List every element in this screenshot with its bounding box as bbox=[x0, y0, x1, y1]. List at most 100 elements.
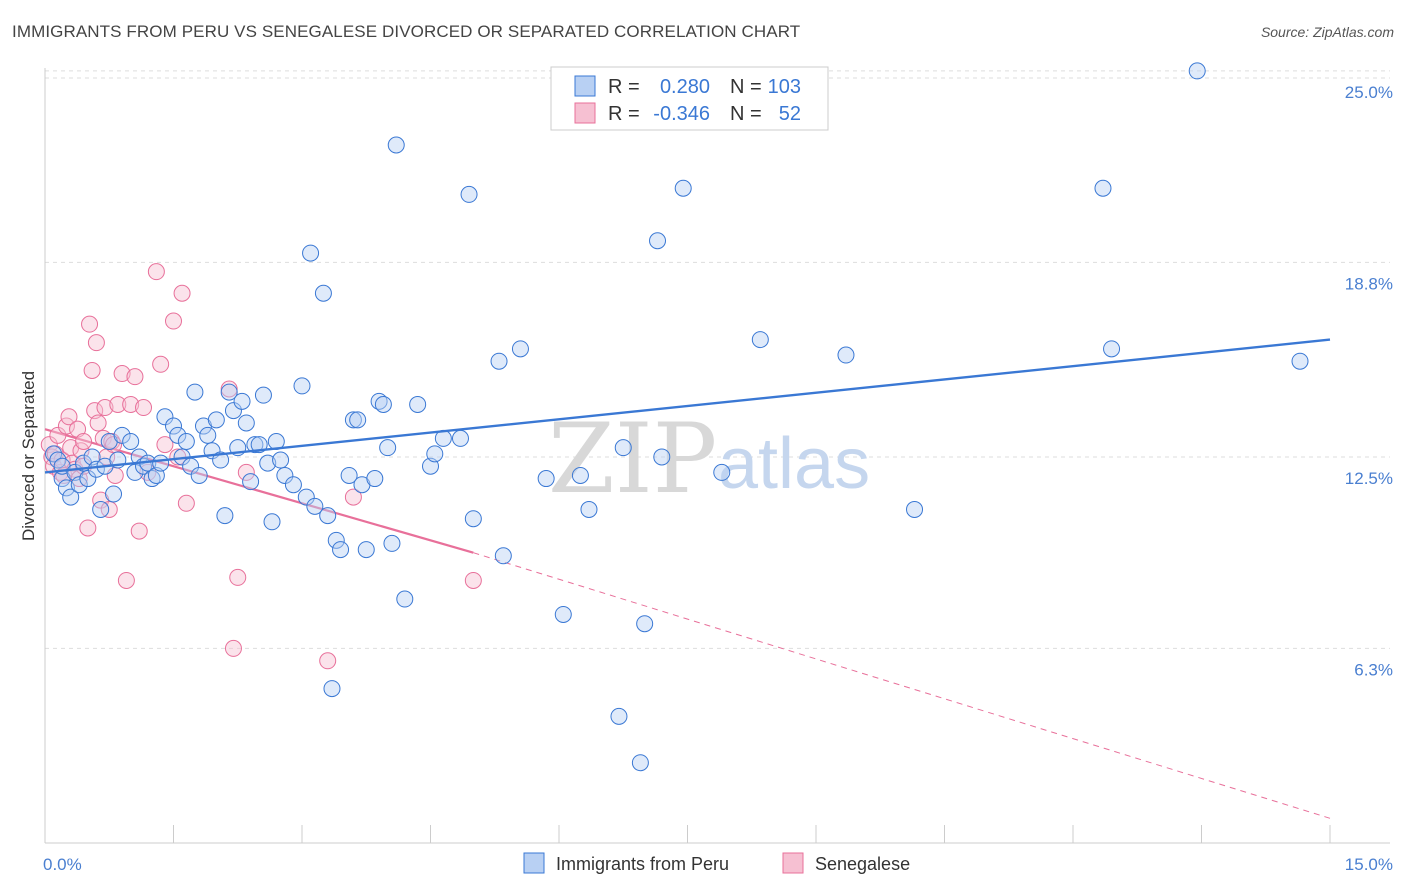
peru-point bbox=[237, 414, 255, 432]
peru-point bbox=[272, 451, 290, 469]
senegalese-point bbox=[229, 568, 247, 586]
senegalese-point bbox=[237, 463, 255, 481]
source-label: Source: ZipAtlas.com bbox=[1260, 24, 1394, 40]
peru-point bbox=[409, 395, 427, 413]
peru-point bbox=[199, 426, 217, 444]
legend-swatch-peru bbox=[574, 75, 596, 97]
peru-point bbox=[57, 479, 75, 497]
peru-point bbox=[426, 445, 444, 463]
peru-point bbox=[490, 352, 508, 370]
senegalese-trend-dashed bbox=[473, 552, 1331, 819]
legend-r-value-peru: 0.280 bbox=[660, 76, 710, 98]
peru-point bbox=[580, 500, 598, 518]
peru-point bbox=[332, 541, 350, 559]
senegalese-point bbox=[83, 361, 101, 379]
legend-r-label-senegalese: R = bbox=[608, 103, 640, 125]
peru-point bbox=[383, 534, 401, 552]
axes: 6.3% 12.5% 18.8% 25.0% 0.0% 15.0% bbox=[43, 68, 1393, 874]
senegalese-trend-line bbox=[44, 428, 1331, 819]
legend-frame bbox=[550, 66, 829, 131]
bottom-legend-label-senegalese: Senegalese bbox=[815, 854, 910, 874]
peru-point bbox=[165, 417, 182, 435]
peru-point bbox=[105, 485, 123, 503]
senegalese-trend-solid bbox=[44, 428, 474, 554]
senegalese-point bbox=[60, 408, 78, 426]
senegalese-point bbox=[177, 494, 195, 512]
peru-point bbox=[314, 284, 332, 302]
peru-point bbox=[302, 244, 320, 262]
peru-point bbox=[62, 488, 80, 506]
grid-lines bbox=[45, 70, 1390, 649]
peru-point bbox=[344, 411, 362, 429]
legend-n-label-senegalese: N = bbox=[730, 103, 762, 125]
watermark-atlas: atlas bbox=[718, 424, 870, 504]
peru-point bbox=[323, 680, 341, 698]
senegalese-point bbox=[100, 500, 118, 518]
peru-point bbox=[1188, 62, 1206, 80]
y-tick-label: 18.8% bbox=[1345, 274, 1393, 293]
peru-point bbox=[906, 500, 924, 518]
peru-point bbox=[366, 470, 384, 488]
legend-swatch-senegalese bbox=[574, 102, 596, 124]
peru-point bbox=[79, 470, 97, 488]
peru-trend-line bbox=[44, 338, 1331, 474]
peru-point bbox=[177, 433, 195, 450]
peru-trend-solid bbox=[44, 338, 1331, 474]
peru-point bbox=[653, 448, 671, 466]
senegalese-point bbox=[319, 652, 337, 670]
peru-point bbox=[152, 454, 170, 472]
senegalese-point bbox=[464, 571, 482, 589]
peru-point bbox=[494, 547, 512, 565]
peru-point bbox=[511, 340, 529, 358]
senegalese-point bbox=[344, 488, 362, 506]
peru-point bbox=[537, 470, 555, 488]
peru-point bbox=[357, 541, 375, 559]
peru-point bbox=[636, 615, 654, 633]
peru-point bbox=[216, 507, 234, 525]
watermark: ZIP atlas bbox=[548, 403, 870, 515]
legend-n-label-peru: N = bbox=[730, 76, 762, 98]
bottom-legend: Immigrants from Peru Senegalese bbox=[523, 852, 910, 874]
peru-point bbox=[319, 507, 337, 525]
peru-point bbox=[113, 426, 131, 444]
legend-r-value-senegalese: -0.346 bbox=[653, 103, 710, 125]
peru-point bbox=[451, 429, 469, 447]
y-axis-title: Divorced or Separated bbox=[19, 371, 38, 541]
peru-point bbox=[259, 454, 277, 472]
peru-point bbox=[212, 451, 230, 469]
x-tick-label: 15.0% bbox=[1345, 855, 1393, 874]
senegalese-point bbox=[156, 436, 174, 454]
senegalese-point bbox=[69, 420, 87, 438]
legend-r-label-peru: R = bbox=[608, 76, 640, 98]
bottom-legend-swatch-senegalese bbox=[782, 852, 804, 874]
peru-point bbox=[242, 473, 260, 491]
peru-point bbox=[674, 179, 692, 197]
peru-point bbox=[649, 232, 667, 250]
peru-point bbox=[1291, 352, 1309, 370]
peru-point bbox=[1103, 340, 1121, 358]
y-tick-label: 25.0% bbox=[1345, 83, 1393, 102]
peru-point bbox=[122, 433, 140, 450]
peru-point bbox=[126, 463, 144, 481]
peru-point bbox=[190, 466, 208, 484]
peru-point bbox=[837, 346, 855, 364]
senegalese-point bbox=[75, 433, 93, 450]
peru-point bbox=[460, 185, 478, 203]
peru-point bbox=[246, 436, 264, 454]
peru-point bbox=[233, 392, 251, 410]
y-tick-label: 12.5% bbox=[1345, 469, 1393, 488]
peru-point bbox=[610, 707, 628, 725]
peru-point bbox=[169, 426, 187, 444]
peru-point bbox=[130, 448, 148, 466]
peru-point bbox=[250, 436, 268, 454]
peru-point bbox=[713, 463, 731, 481]
senegalese-point bbox=[109, 395, 127, 413]
senegalese-point bbox=[173, 284, 191, 302]
peru-point bbox=[327, 531, 345, 549]
senegalese-point bbox=[165, 312, 182, 330]
peru-point bbox=[263, 513, 281, 531]
senegalese-point bbox=[81, 315, 99, 333]
peru-point bbox=[220, 383, 238, 401]
peru-point bbox=[207, 411, 225, 429]
